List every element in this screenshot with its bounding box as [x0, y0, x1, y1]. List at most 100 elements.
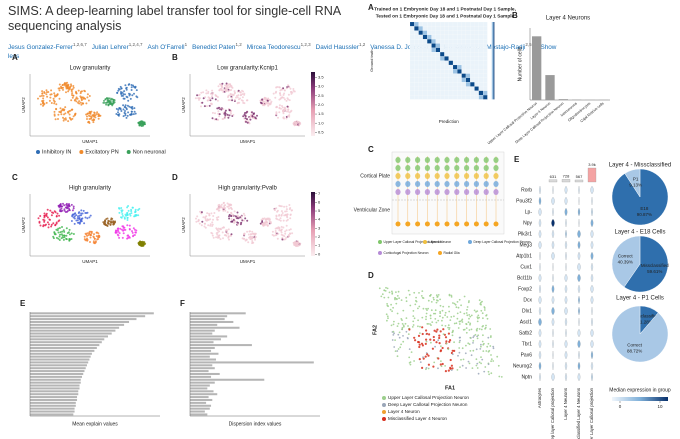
- author-name[interactable]: Mircea Teodorescu: [246, 44, 301, 52]
- heatmap-cell: [427, 60, 432, 66]
- author-name[interactable]: David Haussler: [315, 44, 359, 52]
- cell-dot: [124, 84, 127, 87]
- author-name[interactable]: Vanessa D. Jonsson: [370, 44, 429, 52]
- bar: [30, 320, 130, 323]
- cell-dot: [131, 206, 134, 209]
- cell-dot: [86, 238, 89, 241]
- cell-dot: [292, 89, 295, 92]
- cell-dot: [122, 93, 125, 96]
- cell-dot: [68, 113, 71, 116]
- cell-dot: [284, 108, 287, 111]
- cell-dot: [112, 221, 115, 223]
- cell-dot: [126, 234, 129, 237]
- cell-dot: [430, 293, 432, 296]
- author[interactable]: Julian Lehrer1,2,4,7: [91, 42, 143, 52]
- violin: [578, 218, 580, 228]
- cell-dot: [88, 118, 91, 120]
- author[interactable]: David Haussler1,2: [315, 42, 366, 52]
- neuron: [395, 181, 401, 187]
- cell-dot: [66, 210, 68, 213]
- bar: [30, 367, 86, 370]
- heatmap-cell: [483, 86, 488, 91]
- heatmap-cell: [435, 52, 441, 57]
- heatmap-cell: [470, 77, 475, 83]
- heatmap-cell: [431, 56, 436, 61]
- heatmap-cell: [418, 90, 423, 96]
- cell-dot: [459, 339, 461, 342]
- cell-dot: [59, 205, 62, 208]
- heatmap-cell: [422, 60, 428, 66]
- cell-dot: [400, 299, 403, 301]
- cell-dot: [488, 373, 490, 376]
- author[interactable]: Benedict Paten1,2: [192, 42, 242, 52]
- cell-dot: [465, 323, 467, 325]
- bar: [190, 372, 220, 375]
- cell-dot: [465, 312, 468, 314]
- cell-dot: [86, 96, 89, 99]
- cell-dot: [222, 89, 225, 92]
- colorbar-tick-label: 3.5: [318, 75, 324, 80]
- cell-dot: [405, 330, 408, 333]
- gene-label: Nptn: [521, 374, 532, 380]
- bar: [190, 323, 218, 326]
- author[interactable]: Jesus Gonzalez-Ferrer1,2,6,7: [8, 42, 87, 52]
- cell-dot: [108, 97, 111, 100]
- cell-dot: [61, 209, 64, 212]
- cell-dot: [64, 117, 67, 120]
- cell-dot: [461, 364, 464, 367]
- cell-dot: [71, 209, 74, 212]
- show-less[interactable]: Show less: [8, 44, 557, 61]
- bar: [190, 352, 219, 355]
- author-name[interactable]: Jesus Gonzalez-Ferrer: [8, 44, 73, 52]
- author[interactable]: Ash O'Farrell1: [147, 42, 187, 52]
- cell-dot: [221, 82, 224, 85]
- cell-dot: [277, 226, 280, 229]
- author[interactable]: Mircea Teodorescu1,2,3: [246, 42, 311, 52]
- cell-dot: [130, 212, 133, 215]
- cell-dot: [465, 331, 468, 334]
- cell-dot: [130, 112, 133, 115]
- bar: [190, 341, 214, 344]
- cell-dot: [451, 367, 454, 370]
- cell-dot: [453, 341, 455, 344]
- heatmap-cell: [457, 21, 462, 27]
- legend-swatch: [378, 251, 382, 255]
- cell-dot: [386, 287, 389, 290]
- author-name[interactable]: Benedict Paten: [192, 44, 236, 52]
- violin: [590, 339, 594, 349]
- cell-dot: [86, 115, 88, 118]
- slice-value: 59.61%: [647, 269, 662, 274]
- cell-dot: [481, 340, 484, 343]
- cell-dot: [95, 231, 98, 234]
- author-name[interactable]: Ash O'Farrell: [147, 44, 185, 52]
- cell-dot: [133, 107, 136, 110]
- violin: [539, 372, 541, 382]
- cell-dot: [283, 89, 286, 92]
- cell-dot: [230, 233, 233, 236]
- violin: [564, 284, 568, 294]
- cell-dot: [203, 225, 206, 228]
- cell-dot: [390, 324, 393, 327]
- cell-dot: [395, 291, 397, 293]
- heatmap-cell: [418, 26, 423, 31]
- cell-dot: [75, 214, 78, 217]
- legend-label: Upper Layer Callosal Projection Neuron: [388, 395, 469, 400]
- heatmap-cell: [483, 47, 488, 53]
- heatmap-cell: [444, 95, 449, 100]
- author-name[interactable]: Julian Lehrer: [91, 44, 129, 52]
- panel-title: Low granularity: [70, 66, 111, 72]
- cell-dot: [217, 112, 220, 115]
- heatmap-cell: [409, 56, 415, 61]
- neuron: [415, 165, 421, 171]
- cell-dot: [69, 109, 72, 112]
- cell-dot: [453, 322, 456, 325]
- heatmap-cell: [457, 30, 462, 35]
- cell-dot: [43, 92, 46, 94]
- cell-dot: [492, 345, 495, 348]
- cell-dot: [128, 213, 131, 215]
- neuron: [464, 157, 470, 163]
- heatmap-cell: [478, 30, 484, 35]
- cell-dot: [39, 103, 42, 106]
- cell-dot: [118, 207, 120, 209]
- cell-dot: [449, 358, 452, 362]
